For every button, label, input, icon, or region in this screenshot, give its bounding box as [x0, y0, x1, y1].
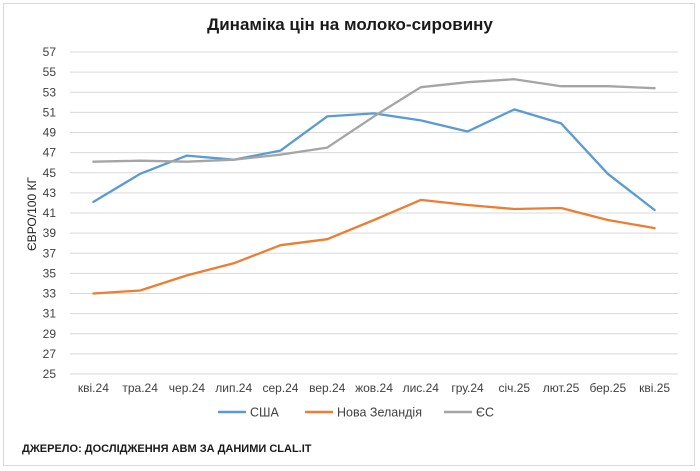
y-tick-label: 25	[43, 367, 57, 381]
y-tick-label: 29	[43, 327, 57, 341]
y-tick-label: 45	[43, 166, 57, 180]
x-tick-label: чер.24	[169, 381, 206, 395]
y-tick-label: 53	[43, 85, 57, 99]
source-note: ДЖЕРЕЛО: ДОСЛІДЖЕННЯ АВМ ЗА ДАНИМИ CLAL.…	[22, 443, 312, 455]
y-tick-label: 47	[43, 146, 57, 160]
x-axis-ticks: кві.24 тра.24 чер.24 лип.24 сер.24 вер.24 жов.…	[78, 381, 671, 395]
y-tick-label: 43	[43, 186, 57, 200]
y-tick-label: 55	[43, 65, 57, 79]
chart-frame	[3, 3, 695, 466]
x-tick-label: кві.25	[639, 381, 670, 395]
y-tick-label: 35	[43, 266, 57, 280]
series-lines	[92, 78, 656, 295]
legend-label: США	[250, 406, 279, 420]
y-axis-label: ЄВРО/100 КГ	[25, 177, 39, 251]
y-tick-label: 51	[43, 105, 57, 119]
legend-label: Нова Зеландія	[337, 406, 422, 420]
series-line-3	[92, 78, 656, 163]
x-tick-label: тра.24	[122, 381, 158, 395]
x-tick-label: вер.24	[309, 381, 346, 395]
y-axis-ticks: 25 27 29 31 33 35 37 39 41 43 45 47 49 51 53 55 57	[43, 45, 57, 381]
y-tick-label: 49	[43, 126, 57, 140]
y-tick-label: 33	[43, 287, 57, 301]
chart-title: Динаміка цін на молоко-сировину	[207, 15, 493, 34]
y-tick-label: 41	[43, 206, 57, 220]
x-tick-label: сер.24	[262, 381, 298, 395]
x-tick-label: лис.24	[403, 381, 440, 395]
x-tick-label: лют.25	[543, 381, 580, 395]
x-tick-label: гру.24	[451, 381, 484, 395]
y-tick-label: 57	[43, 45, 57, 59]
x-tick-label: лип.24	[215, 381, 252, 395]
gridlines	[70, 51, 678, 375]
y-tick-label: 27	[43, 347, 57, 361]
x-tick-label: жов.24	[355, 381, 393, 395]
x-tick-label: кві.24	[78, 381, 109, 395]
y-tick-label: 39	[43, 226, 57, 240]
y-tick-label: 31	[43, 307, 57, 321]
series-line-1	[92, 108, 656, 212]
x-tick-label: січ.25	[499, 381, 531, 395]
legend-label: ЄС	[476, 406, 494, 420]
y-tick-label: 37	[43, 246, 57, 260]
series-line-2	[92, 198, 656, 295]
x-tick-label: бер.25	[589, 381, 626, 395]
legend: США Нова Зеландія ЄС	[218, 406, 494, 420]
